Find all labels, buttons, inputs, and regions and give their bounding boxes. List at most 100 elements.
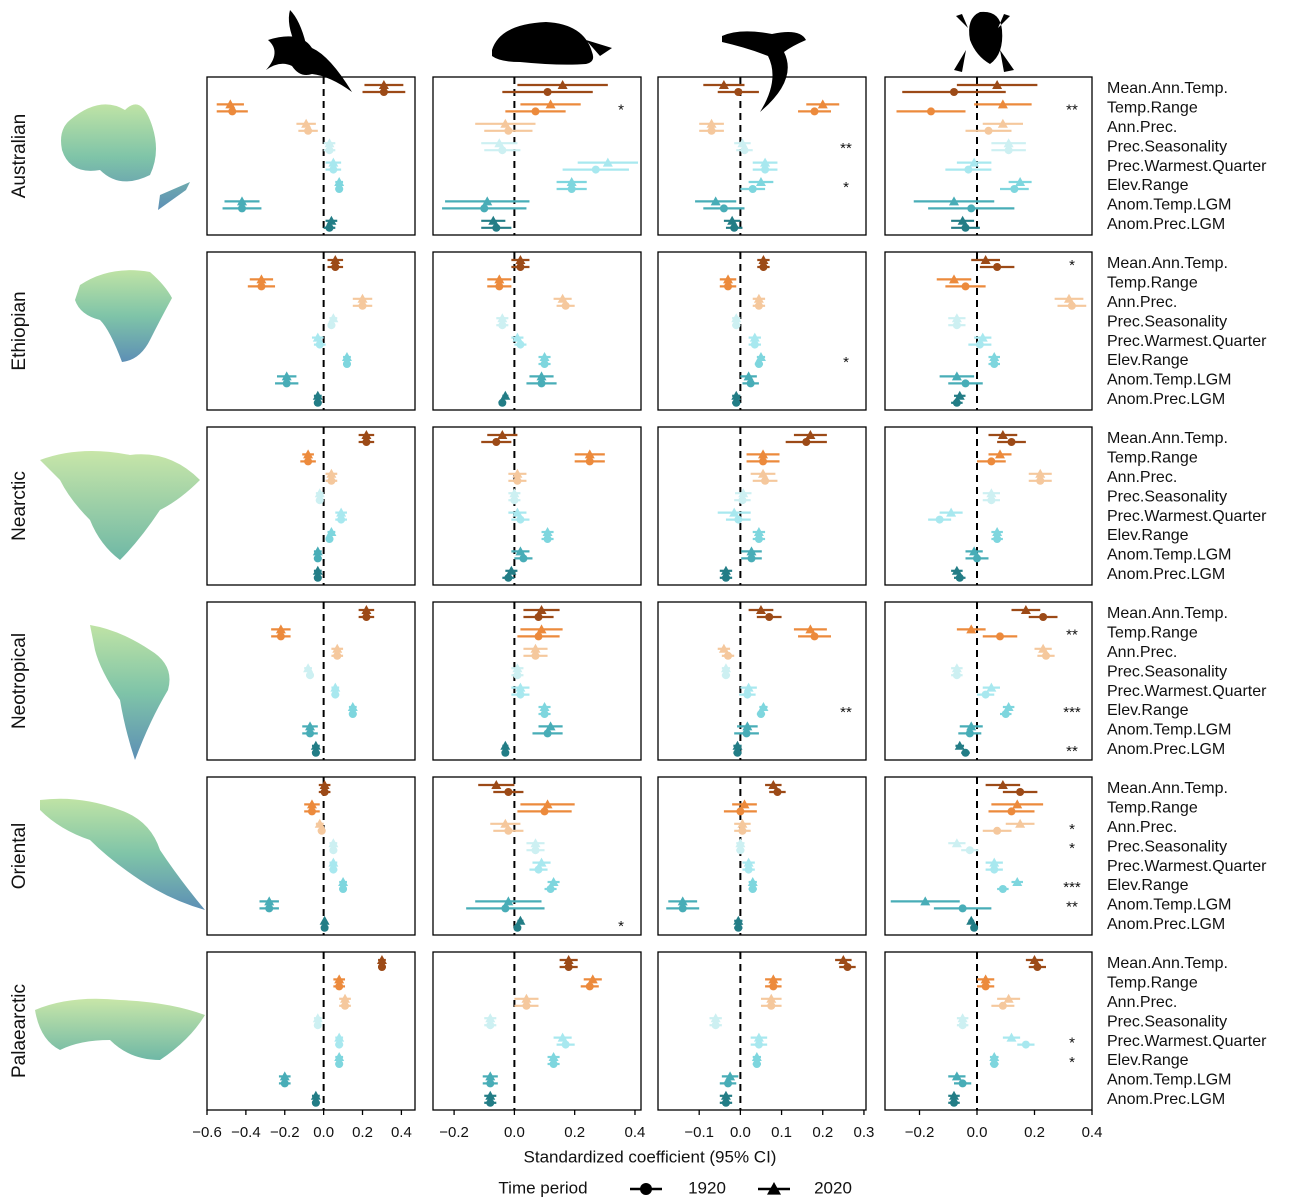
region-label: Australian [9,114,30,199]
x-tick-label: 0.2 [1024,1124,1045,1141]
significance-label: * [843,179,849,196]
marker-circle [743,729,751,737]
marker-circle [962,379,970,387]
mammal-icon [492,22,612,65]
africa-map [75,270,172,362]
marker-circle [562,1041,570,1049]
marker-circle [562,302,570,310]
variable-label: Mean.Ann.Temp. [1107,80,1228,97]
marker-circle [959,1021,967,1029]
significance-label: *** [1063,704,1081,721]
variable-label: Mean.Ann.Temp. [1107,255,1228,272]
panel-frame [885,602,1092,760]
marker-circle [535,632,543,640]
variable-label: Elev.Range [1107,177,1189,194]
x-tick-label: 0.0 [730,1124,751,1141]
marker-circle [999,1002,1007,1010]
marker-circle [982,691,990,699]
marker-circle [535,866,543,874]
significance-label: * [1069,1054,1075,1071]
marker-circle [513,924,521,932]
marker-circle [1033,963,1041,971]
marker-circle [747,554,755,562]
region-label: Neotropical [9,633,30,729]
marker-circle [733,749,741,757]
variable-label: Anom.Temp.LGM [1107,897,1231,914]
marker-circle [759,457,767,465]
marker-circle [1022,1041,1030,1049]
marker-circle [337,516,345,524]
variable-label: Temp.Range [1107,275,1198,292]
south-america-map [90,625,170,760]
marker-circle [985,127,993,135]
marker-circle [586,982,594,990]
taxon-icons [266,10,1014,112]
marker-circle [734,924,742,932]
marker-circle [329,866,337,874]
marker-circle [993,263,1001,271]
marker-circle [757,710,765,718]
marker-circle [306,729,314,737]
variable-label: Prec.Seasonality [1107,663,1227,680]
variable-label: Ann.Prec. [1107,644,1177,661]
marker-circle [341,1002,349,1010]
marker-circle [987,457,995,465]
variable-label: Anom.Temp.LGM [1107,547,1231,564]
marker-triangle [320,916,330,925]
significance-label: * [1069,821,1075,838]
panel-frame [207,952,415,1110]
marker-circle [755,535,763,543]
marker-circle [335,1041,343,1049]
marker-circle [257,282,265,290]
variable-label: Anom.Prec.LGM [1107,1091,1225,1108]
marker-circle [516,341,524,349]
significance-label: ** [1066,626,1078,643]
variable-label: Temp.Range [1107,800,1198,817]
variable-label: Anom.Temp.LGM [1107,1072,1231,1089]
marker-circle [982,982,990,990]
marker-triangle [500,391,510,400]
marker-circle [959,1079,967,1087]
variable-label: Mean.Ann.Temp. [1107,780,1228,797]
marker-circle [504,827,512,835]
marker-circle [769,982,777,990]
region-label: Palaearctic [9,984,30,1078]
marker-circle [538,379,546,387]
variable-label: Ann.Prec. [1107,469,1177,486]
x-tick-label: −0.1 [684,1124,714,1141]
marker-circle [953,399,961,407]
x-tick-label: 0.2 [564,1124,585,1141]
marker-circle [586,457,594,465]
marker-circle [265,904,273,912]
marker-circle [962,224,970,232]
marker-circle [732,321,740,329]
marker-circle [510,496,518,504]
marker-circle [959,904,967,912]
marker-circle [990,1060,998,1068]
significance-label: * [1069,1035,1075,1052]
marker-circle [228,107,236,115]
variable-label: Ann.Prec. [1107,294,1177,311]
significance-label: * [618,101,624,118]
marker-circle [759,263,767,271]
variable-label: Elev.Range [1107,877,1189,894]
marker-circle [522,1002,530,1010]
panel-frame [658,777,866,935]
marker-circle [327,477,335,485]
marker-circle [498,146,506,154]
variable-label: Elev.Range [1107,1052,1189,1069]
marker-circle [498,321,506,329]
significance-label: * [1069,840,1075,857]
marker-circle [1036,477,1044,485]
panel-frame [885,427,1092,585]
marker-circle [306,671,314,679]
marker-circle [335,1060,343,1068]
marker-circle [1005,146,1013,154]
marker-circle [811,632,819,640]
marker-circle [970,924,978,932]
marker-circle [492,438,500,446]
variable-label: Elev.Range [1107,352,1189,369]
marker-circle [755,360,763,368]
marker-circle [753,1060,761,1068]
marker-circle [747,379,755,387]
